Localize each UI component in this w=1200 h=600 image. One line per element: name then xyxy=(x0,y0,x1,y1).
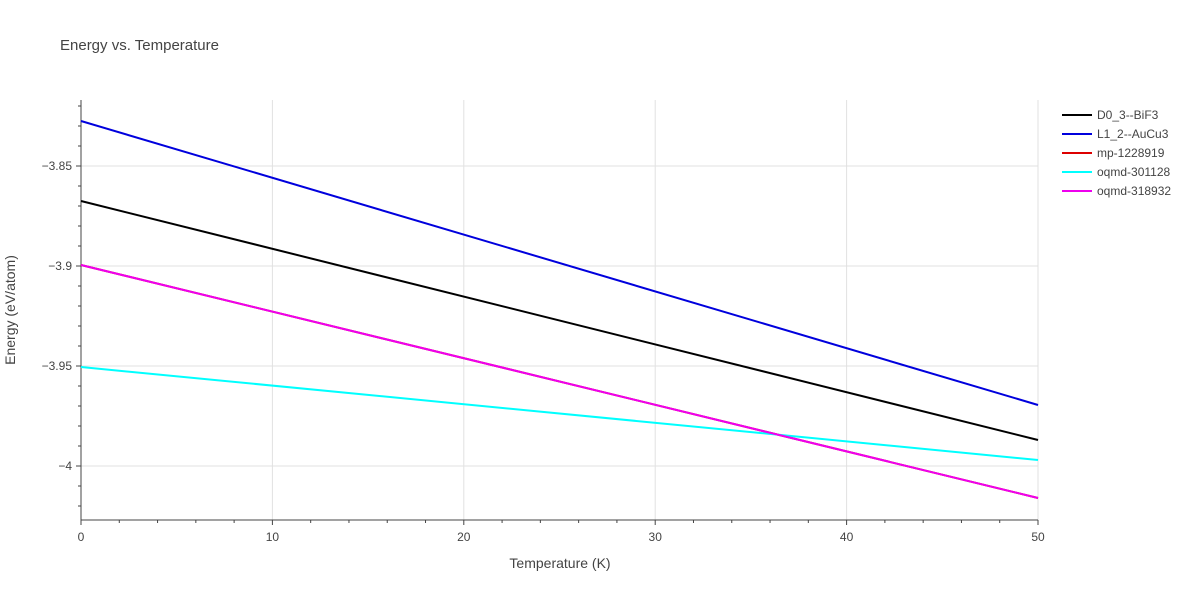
legend-label: D0_3--BiF3 xyxy=(1097,108,1159,122)
y-tick-label-0: −4 xyxy=(58,459,72,473)
x-tick-label-1: 10 xyxy=(266,530,280,544)
chart-title: Energy vs. Temperature xyxy=(60,37,219,54)
y-axis-title: Energy (eV/atom) xyxy=(2,255,18,365)
legend[interactable]: D0_3--BiF3 L1_2--AuCu3 mp-1228919 oqmd-3011… xyxy=(1062,108,1171,198)
legend-item-oqmd-318932[interactable]: oqmd-318932 xyxy=(1062,184,1171,198)
legend-item-oqmd-301128[interactable]: oqmd-301128 xyxy=(1062,165,1170,179)
legend-item-D0_3--BiF3[interactable]: D0_3--BiF3 xyxy=(1062,108,1159,122)
legend-item-mp-1228919[interactable]: mp-1228919 xyxy=(1062,146,1165,160)
y-tick-label-2: −3.9 xyxy=(48,259,72,273)
legend-label: oqmd-318932 xyxy=(1097,184,1171,198)
series-line-oqmd-301128 xyxy=(80,366,1039,461)
series-layer xyxy=(80,120,1039,499)
axes-layer: 0 10 20 30 40 50 −4 −3.95 −3.9 −3.85 xyxy=(42,100,1045,544)
legend-label: L1_2--AuCu3 xyxy=(1097,127,1169,141)
x-tick-label-5: 50 xyxy=(1031,530,1045,544)
y-tick-label-3: −3.85 xyxy=(42,159,73,173)
series-line-L1_2--AuCu3 xyxy=(80,120,1039,406)
legend-item-L1_2--AuCu3[interactable]: L1_2--AuCu3 xyxy=(1062,127,1169,141)
x-tick-label-0: 0 xyxy=(78,530,85,544)
x-axis-title: Temperature (K) xyxy=(509,555,610,571)
legend-label: oqmd-301128 xyxy=(1097,165,1170,179)
series-line-D0_3--BiF3 xyxy=(80,200,1039,441)
series-line-oqmd-318932 xyxy=(80,264,1039,499)
x-tick-label-3: 30 xyxy=(649,530,663,544)
x-tick-label-2: 20 xyxy=(457,530,471,544)
legend-label: mp-1228919 xyxy=(1097,146,1165,160)
x-tick-label-4: 40 xyxy=(840,530,854,544)
y-tick-label-1: −3.95 xyxy=(42,359,73,373)
grid-layer xyxy=(81,100,1039,520)
